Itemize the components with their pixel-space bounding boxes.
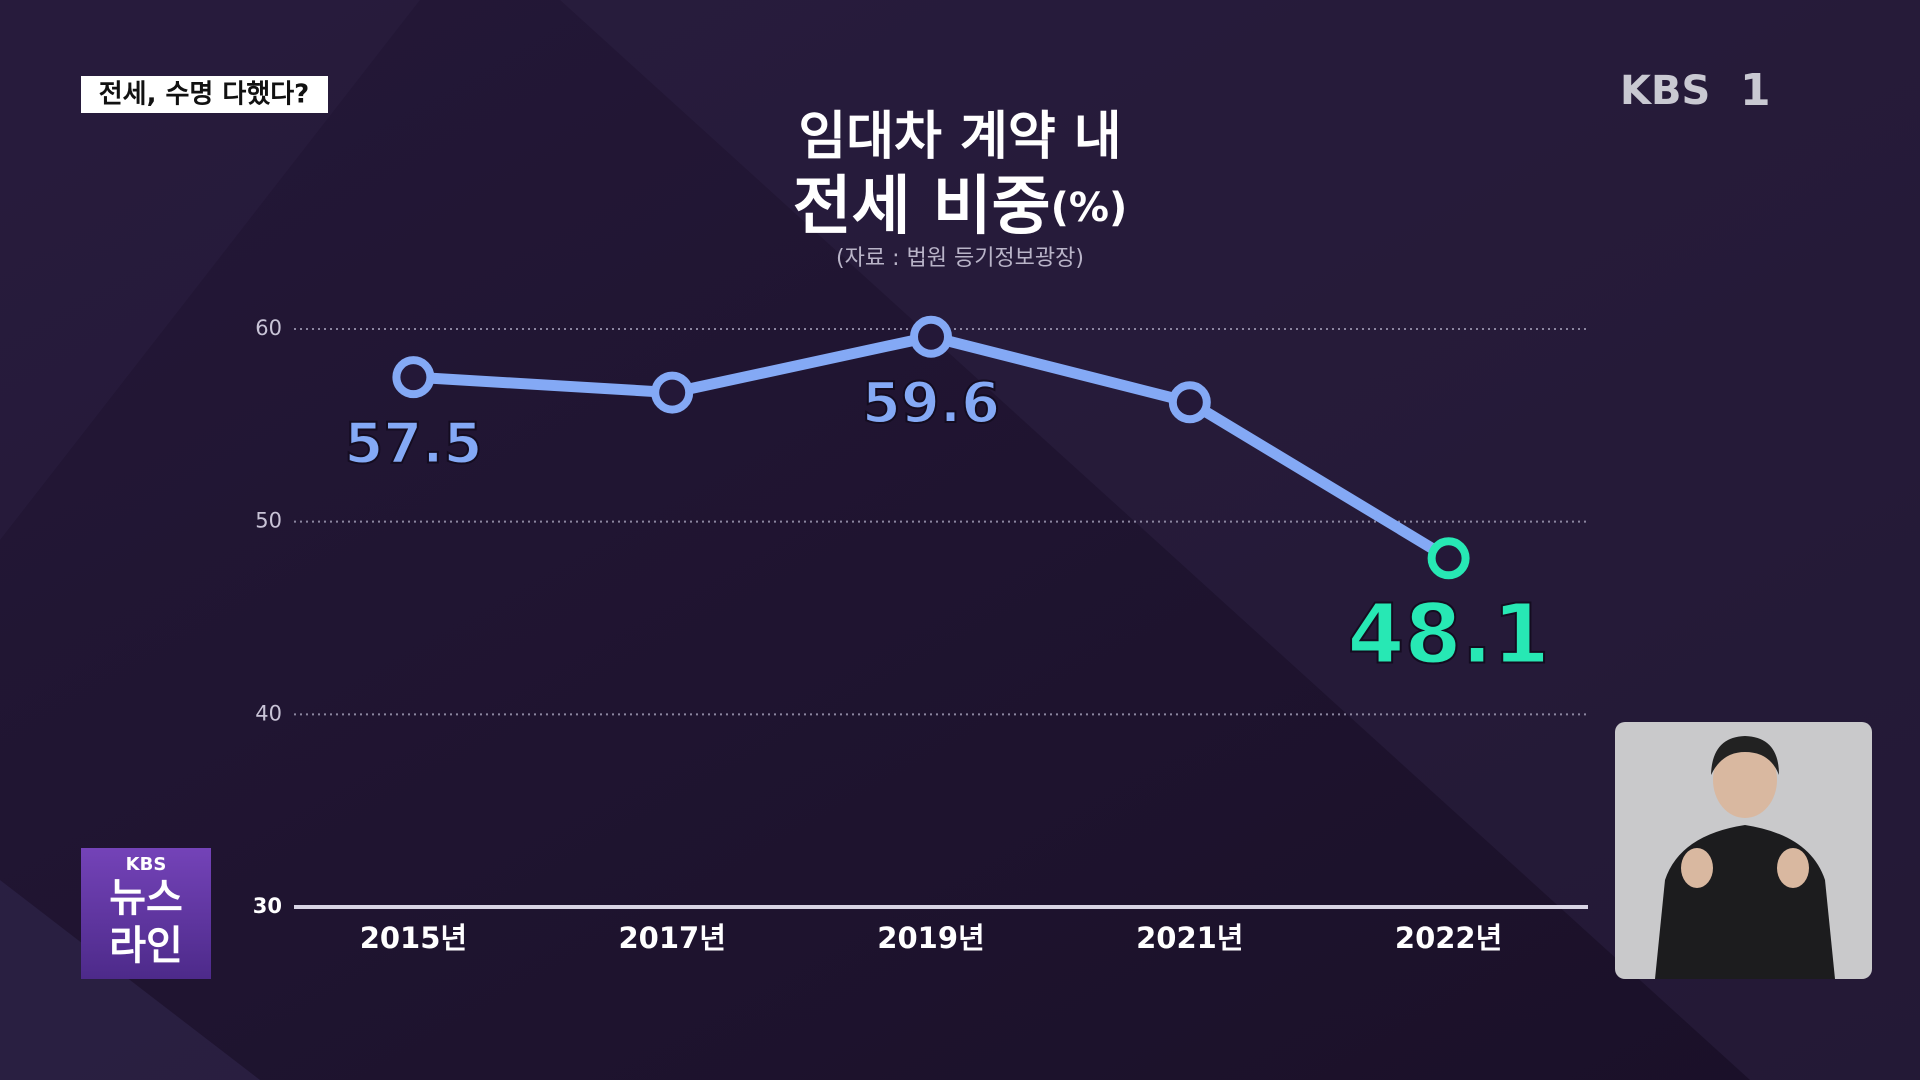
caption-box: [81, 76, 328, 113]
chart-subtitle: (자료 : 법원 등기정보광장): [836, 246, 1084, 271]
bg-shape: [560, 0, 1920, 1080]
x-tick-label: 2021년: [1136, 921, 1243, 955]
x-tick-label: 2015년: [360, 921, 467, 955]
badge: [81, 848, 211, 979]
inset-hair: [1711, 736, 1779, 775]
inset-face: [1713, 742, 1777, 818]
chart-title-line: 전세 비중(%): [793, 170, 1127, 244]
sign-language-inset: [1615, 722, 1872, 979]
caption: 전세, 수명 다했다?: [99, 80, 310, 110]
data-label: 57.5: [344, 411, 482, 476]
chart-title: 전세 비중: [793, 170, 1051, 244]
bg-shape: [0, 880, 260, 1080]
inset-hand: [1777, 848, 1809, 888]
badge-line: 라인: [109, 923, 183, 969]
point: [1168, 381, 1211, 424]
x-tick-label: 2022년: [1395, 921, 1502, 955]
point: [1427, 537, 1470, 580]
y-tick-label: 40: [255, 701, 282, 725]
point: [910, 315, 952, 358]
data-label: 48.1: [1347, 588, 1549, 683]
chart-title: 임대차 계약 내: [798, 107, 1121, 167]
logo-name: KBS: [1620, 68, 1710, 114]
unit: (%): [1051, 185, 1128, 231]
point: [651, 371, 694, 414]
badge-line: 뉴스: [109, 875, 183, 921]
y-tick-label: 60: [255, 316, 282, 340]
logo-channel: 1: [1740, 65, 1771, 116]
chart: 30 40 50 60 2015년 2017년 2019년 2021년 2022년 57.5 59.…: [253, 315, 1588, 955]
x-tick-label: 2017년: [618, 921, 725, 955]
y-tick-label: 50: [255, 509, 282, 533]
y-tick-label: 30: [253, 894, 282, 918]
point: [392, 356, 435, 399]
data-label: 59.6: [862, 371, 1000, 436]
x-tick-label: 2019년: [877, 921, 984, 955]
badge-brand: KBS: [126, 854, 167, 875]
bg-shape: [0, 0, 420, 540]
inset-hand: [1681, 848, 1713, 888]
